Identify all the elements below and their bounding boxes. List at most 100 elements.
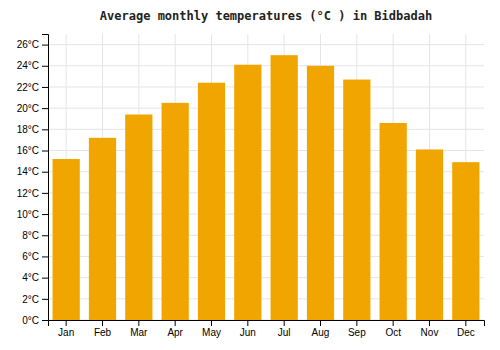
y-axis: 0°C 2°C 4°C 6°C 8°C 10°C 12°C 14°C 16°C 18°C 20°C 2…: [17, 35, 49, 326]
x-tick-mark: [66, 320, 67, 326]
y-tick-label: 22°C: [17, 82, 39, 93]
y-tick-label: 6°C: [22, 251, 39, 262]
y-axis-line: [42, 35, 49, 321]
x-tick-mark: [138, 320, 139, 326]
x-tick-label: May: [202, 327, 221, 338]
y-tick: 4°C: [22, 272, 48, 283]
grid: [48, 34, 484, 320]
y-tick: 10°C: [17, 209, 48, 220]
bar: [307, 66, 334, 320]
x-tick: Jan: [58, 320, 74, 338]
y-tick-label: 14°C: [17, 166, 39, 177]
title: Average monthly temperatures (°C ) in Bi…: [100, 9, 432, 23]
y-tick-mark: [42, 214, 48, 215]
y-tick-label: 18°C: [17, 124, 39, 135]
x-tick-mark: [102, 320, 103, 326]
x-tick-mark: [211, 320, 212, 326]
x-tick-label: Oct: [385, 327, 401, 338]
y-tick-mark: [42, 172, 48, 173]
x-tick-label: Sep: [348, 327, 366, 338]
grid-line: [48, 129, 484, 130]
y-tick: 14°C: [17, 166, 48, 177]
y-tick-label: 2°C: [22, 294, 39, 305]
x-tick-mark: [320, 320, 321, 326]
x-tick-mark: [356, 320, 357, 326]
bar: [89, 138, 116, 320]
y-tick: 18°C: [17, 124, 48, 135]
y-tick-label: 8°C: [22, 230, 39, 241]
y-tick-mark: [42, 66, 48, 67]
grid-line: [48, 44, 484, 45]
grid-line: [48, 108, 484, 109]
x-tick-mark: [175, 320, 176, 326]
y-tick-mark: [42, 278, 48, 279]
y-tick-label: 26°C: [17, 39, 39, 50]
x-tick: Feb: [94, 320, 112, 338]
x-tick-label: Jul: [278, 327, 291, 338]
chart: 0°C 2°C 4°C 6°C 8°C 10°C 12°C 14°C 16°C 18°C 20°C 2…: [0, 0, 500, 350]
y-tick: 6°C: [22, 251, 48, 262]
bar: [380, 123, 407, 320]
bar: [271, 55, 298, 320]
x-tick-label: Jun: [240, 327, 256, 338]
x-axis: Jan Feb Mar Apr May Jun Jul Aug Sep Oct Nov Dec: [49, 320, 485, 338]
y-tick-mark: [42, 108, 48, 109]
grid-line: [48, 86, 484, 87]
y-tick: 26°C: [17, 39, 48, 50]
x-tick-label: Apr: [167, 327, 183, 338]
x-tick: Aug: [312, 320, 330, 338]
y-tick-mark: [42, 193, 48, 194]
x-tick-mark: [393, 320, 394, 326]
x-axis-line: [49, 321, 485, 327]
y-tick: 12°C: [17, 188, 48, 199]
bar: [452, 162, 479, 320]
bar: [198, 83, 225, 320]
x-tick: Nov: [421, 320, 439, 338]
y-tick-mark: [42, 235, 48, 236]
x-tick-label: Aug: [312, 327, 330, 338]
y-tick: 24°C: [17, 60, 48, 71]
y-tick-label: 10°C: [17, 209, 39, 220]
x-tick-label: Dec: [457, 327, 475, 338]
bar: [343, 80, 370, 320]
grid-line: [48, 65, 484, 66]
x-tick: Jul: [278, 320, 291, 338]
y-tick-mark: [42, 320, 48, 321]
y-tick: 0°C: [22, 315, 48, 326]
y-tick-label: 12°C: [17, 188, 39, 199]
y-tick: 20°C: [17, 103, 48, 114]
bar: [416, 149, 443, 320]
x-tick-label: Mar: [130, 327, 148, 338]
x-tick: Dec: [457, 320, 475, 338]
y-tick: 22°C: [17, 82, 48, 93]
y-tick-mark: [42, 45, 48, 46]
x-tick: May: [202, 320, 221, 338]
y-tick-mark: [42, 256, 48, 257]
x-tick: Apr: [167, 320, 183, 338]
bar: [234, 65, 261, 320]
x-tick: Mar: [130, 320, 148, 338]
x-tick: Oct: [385, 320, 401, 338]
x-tick-mark: [465, 320, 466, 326]
x-tick-mark: [247, 320, 248, 326]
y-tick-mark: [42, 129, 48, 130]
x-tick-mark: [284, 320, 285, 326]
bar: [162, 103, 189, 320]
y-tick: 2°C: [22, 294, 48, 305]
y-tick-label: 16°C: [17, 145, 39, 156]
y-tick-mark: [42, 299, 48, 300]
y-tick-label: 0°C: [22, 315, 39, 326]
bars: [53, 55, 480, 320]
y-tick: 16°C: [17, 145, 48, 156]
bar: [53, 159, 80, 320]
y-tick: 8°C: [22, 230, 48, 241]
y-tick-mark: [42, 87, 48, 88]
x-tick: Jun: [240, 320, 256, 338]
y-tick-label: 24°C: [17, 60, 39, 71]
x-tick-label: Feb: [94, 327, 112, 338]
y-tick-label: 20°C: [17, 103, 39, 114]
y-tick-label: 4°C: [22, 272, 39, 283]
bar: [125, 115, 152, 320]
x-tick-label: Jan: [58, 327, 74, 338]
y-tick-mark: [42, 151, 48, 152]
